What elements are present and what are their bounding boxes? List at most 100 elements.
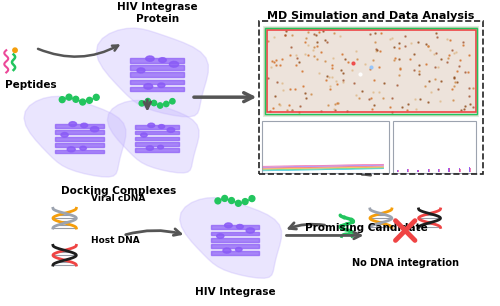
Polygon shape (158, 125, 164, 129)
Polygon shape (216, 234, 224, 238)
Circle shape (86, 97, 92, 103)
Bar (438, 169, 440, 172)
Circle shape (341, 227, 344, 230)
Polygon shape (96, 28, 208, 117)
Polygon shape (69, 122, 76, 127)
Text: Peptides: Peptides (6, 80, 57, 90)
Polygon shape (224, 223, 232, 228)
Polygon shape (210, 225, 260, 229)
Bar (418, 170, 420, 172)
FancyBboxPatch shape (264, 27, 478, 116)
Polygon shape (81, 123, 87, 128)
Circle shape (80, 99, 86, 105)
FancyBboxPatch shape (262, 121, 388, 173)
Polygon shape (108, 100, 199, 173)
Circle shape (139, 101, 144, 106)
Polygon shape (80, 146, 86, 150)
Polygon shape (24, 96, 126, 177)
Circle shape (146, 99, 150, 104)
Polygon shape (135, 125, 179, 129)
Circle shape (348, 230, 350, 232)
Polygon shape (135, 143, 179, 146)
Polygon shape (210, 238, 260, 242)
Polygon shape (159, 58, 166, 62)
Polygon shape (140, 133, 147, 137)
Polygon shape (135, 131, 179, 134)
Circle shape (73, 96, 78, 102)
Polygon shape (137, 68, 145, 73)
Polygon shape (170, 61, 178, 67)
Polygon shape (223, 248, 231, 253)
Polygon shape (210, 232, 260, 235)
Circle shape (13, 48, 17, 52)
Text: MD Simulation and Data Analysis: MD Simulation and Data Analysis (268, 11, 475, 21)
Polygon shape (130, 58, 184, 63)
Circle shape (60, 97, 65, 103)
Circle shape (164, 101, 169, 106)
Bar (398, 170, 399, 172)
Circle shape (350, 218, 353, 221)
Polygon shape (236, 225, 244, 229)
Circle shape (242, 199, 248, 204)
Polygon shape (236, 248, 242, 252)
Circle shape (340, 225, 342, 228)
Bar (470, 168, 471, 172)
Text: Viral cDNA: Viral cDNA (92, 194, 146, 203)
Circle shape (343, 216, 345, 219)
Text: Promising Candidate: Promising Candidate (305, 223, 428, 233)
Circle shape (170, 99, 175, 104)
Polygon shape (158, 145, 164, 149)
Polygon shape (144, 84, 153, 89)
Bar (448, 168, 450, 172)
Polygon shape (167, 128, 175, 132)
Text: HIV Integrase: HIV Integrase (194, 287, 275, 297)
Polygon shape (55, 150, 104, 154)
Polygon shape (135, 148, 179, 152)
Polygon shape (146, 146, 154, 150)
Circle shape (228, 198, 234, 203)
Bar (449, 168, 450, 172)
Bar (439, 170, 440, 172)
Circle shape (249, 196, 255, 202)
Text: HIV Integrase
Protein: HIV Integrase Protein (117, 2, 198, 24)
FancyBboxPatch shape (393, 121, 476, 173)
Circle shape (236, 200, 242, 206)
Polygon shape (246, 228, 254, 233)
Circle shape (346, 223, 348, 226)
Circle shape (352, 232, 354, 234)
Bar (428, 169, 429, 172)
Bar (408, 170, 409, 172)
Polygon shape (90, 127, 99, 132)
Polygon shape (55, 130, 104, 134)
Polygon shape (61, 132, 68, 137)
Bar (407, 169, 408, 172)
Text: No DNA integration: No DNA integration (352, 258, 459, 268)
Circle shape (66, 94, 72, 100)
Text: Docking Complexes: Docking Complexes (60, 186, 176, 196)
Circle shape (152, 100, 156, 106)
Polygon shape (130, 80, 184, 84)
Polygon shape (130, 65, 184, 70)
Bar (428, 169, 430, 172)
Circle shape (215, 198, 221, 204)
Polygon shape (135, 137, 179, 140)
Polygon shape (55, 143, 104, 147)
Polygon shape (148, 123, 155, 128)
Polygon shape (158, 83, 165, 88)
Polygon shape (210, 244, 260, 248)
Circle shape (94, 94, 99, 100)
Text: Host DNA: Host DNA (92, 236, 140, 245)
Circle shape (158, 103, 163, 108)
Polygon shape (130, 73, 184, 77)
Circle shape (352, 221, 354, 223)
Polygon shape (55, 137, 104, 141)
Polygon shape (180, 198, 282, 278)
Bar (397, 170, 398, 172)
Polygon shape (130, 87, 184, 91)
Bar (458, 168, 460, 172)
Bar (469, 167, 470, 172)
Circle shape (222, 196, 228, 201)
Polygon shape (55, 124, 104, 128)
Polygon shape (210, 251, 260, 255)
Polygon shape (146, 56, 154, 61)
